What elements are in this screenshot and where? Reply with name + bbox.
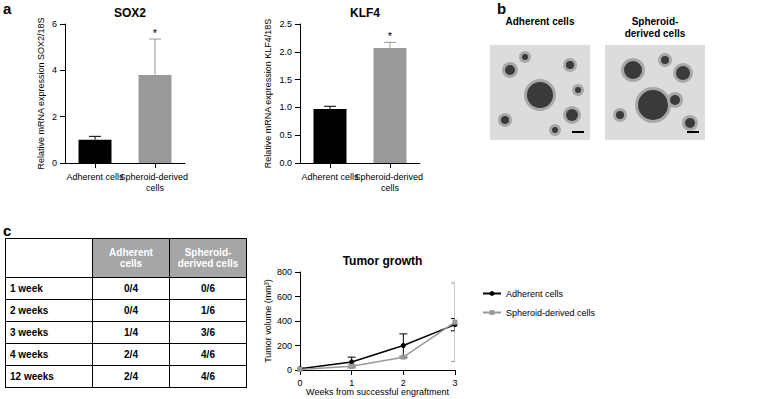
- svg-text:0.5: 0.5: [279, 130, 292, 140]
- svg-text:0: 0: [52, 158, 57, 168]
- html-text:Spheroid-derived cells: Spheroid-derived cells: [177, 247, 239, 269]
- svg-text:*: *: [388, 30, 393, 42]
- svg-text:Relative mRNA expression KLF4/: Relative mRNA expression KLF4/18S: [263, 19, 273, 169]
- svg-text:800: 800: [277, 267, 292, 277]
- html-text:0/4: 0/4: [124, 305, 138, 316]
- svg-text:1.5: 1.5: [279, 75, 292, 85]
- svg-text:KLF4: KLF4: [350, 6, 380, 20]
- svg-text:Spheroid-derived cells: Spheroid-derived cells: [506, 308, 596, 318]
- html-text:1/4: 1/4: [124, 327, 138, 338]
- svg-text:Adherent cells: Adherent cells: [506, 289, 564, 299]
- html-text:4/6: 4/6: [201, 371, 215, 382]
- svg-text:1: 1: [349, 378, 354, 388]
- svg-text:4: 4: [52, 65, 57, 75]
- html-text:Adherent cells: Adherent cells: [109, 247, 153, 269]
- svg-text:2: 2: [52, 112, 57, 122]
- html-text:0/4: 0/4: [124, 283, 138, 294]
- svg-text:0.0: 0.0: [279, 158, 292, 168]
- html-text:b: b: [497, 0, 507, 17]
- html-text:1/6: 1/6: [201, 305, 215, 316]
- svg-text:Tumor volume (mm³): Tumor volume (mm³): [263, 279, 273, 363]
- svg-text:Relative mRNA expression SOX2/: Relative mRNA expression SOX2/18S: [36, 17, 46, 169]
- svg-text:6: 6: [52, 19, 57, 29]
- html-text:1 week: 1 week: [10, 283, 43, 294]
- html-text:Adherent cells: Adherent cells: [505, 16, 575, 27]
- svg-text:Adherent cells: Adherent cells: [301, 172, 359, 182]
- html-text:2/4: 2/4: [124, 349, 138, 360]
- svg-text:1.0: 1.0: [279, 102, 292, 112]
- html-text:12 weeks: 12 weeks: [10, 371, 54, 382]
- html-text:2 weeks: 2 weeks: [10, 305, 49, 316]
- html-text:2/4: 2/4: [124, 371, 138, 382]
- svg-text:*: *: [153, 27, 158, 39]
- svg-text:600: 600: [277, 292, 292, 302]
- svg-text:0: 0: [287, 365, 292, 375]
- svg-text:cells: cells: [146, 183, 165, 193]
- svg-text:Adherent cells: Adherent cells: [66, 172, 124, 182]
- svg-text:400: 400: [277, 316, 292, 326]
- html-text:Spheroid-derived cells: Spheroid-derived cells: [624, 16, 686, 39]
- html-text:4 weeks: 4 weeks: [10, 349, 49, 360]
- svg-text:cells: cells: [381, 183, 400, 193]
- svg-text:Spheroid-derived: Spheroid-derived: [119, 172, 190, 182]
- svg-text:2.0: 2.0: [279, 47, 292, 57]
- svg-text:2: 2: [401, 378, 406, 388]
- svg-text:Weeks from successful engraftm: Weeks from successful engraftment: [306, 387, 449, 397]
- svg-text:Spheroid-derived: Spheroid-derived: [354, 172, 425, 182]
- svg-text:SOX2: SOX2: [114, 6, 146, 20]
- html-text:4/6: 4/6: [201, 349, 215, 360]
- svg-text:200: 200: [277, 341, 292, 351]
- svg-text:0: 0: [297, 378, 302, 388]
- svg-text:3: 3: [452, 378, 457, 388]
- html-text:3/6: 3/6: [201, 327, 215, 338]
- html-text:c: c: [3, 222, 12, 239]
- svg-text:Tumor growth: Tumor growth: [343, 254, 423, 268]
- html-text:a: a: [3, 0, 12, 17]
- html-text:0/6: 0/6: [201, 283, 215, 294]
- svg-text:2.5: 2.5: [279, 19, 292, 29]
- html-text:3 weeks: 3 weeks: [10, 327, 49, 338]
